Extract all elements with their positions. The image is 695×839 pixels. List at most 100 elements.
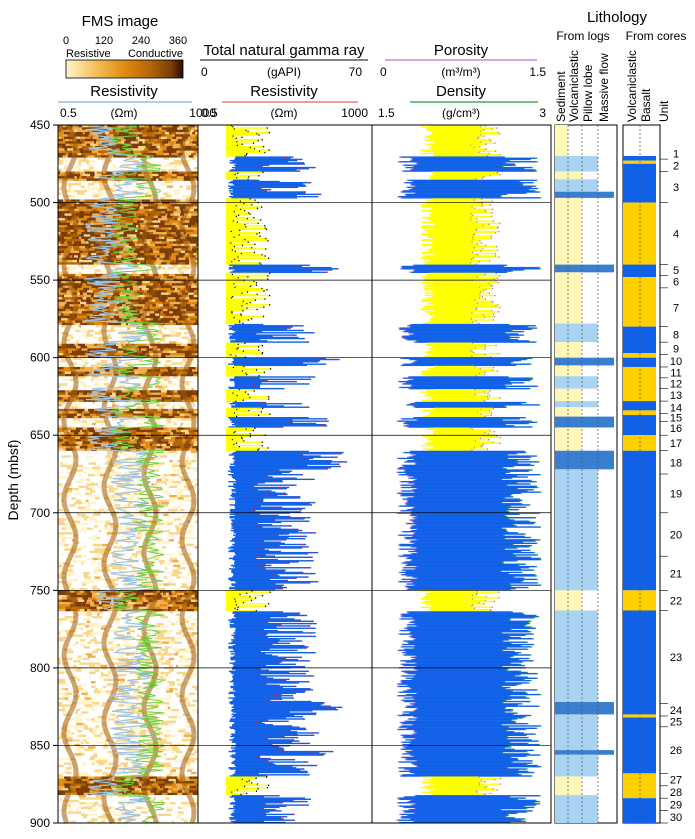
fms-pixel <box>151 327 159 331</box>
fms-pixel <box>171 187 180 191</box>
fms-pixel <box>115 359 121 363</box>
fms-pixel <box>136 494 143 498</box>
fms-pixel <box>188 320 196 324</box>
fms-pixel <box>163 413 169 417</box>
fms-pixel <box>74 280 81 284</box>
fms-pixel <box>66 301 73 305</box>
fms-pixel <box>61 318 68 321</box>
fms-pixel <box>86 178 92 182</box>
fms-pixel <box>110 446 114 449</box>
fms-pixel <box>152 173 159 177</box>
fms-pixel <box>92 460 97 463</box>
fms-pixel <box>61 297 70 300</box>
fms-pixel <box>94 171 97 175</box>
fms-pixel <box>195 376 198 380</box>
fms-pixel <box>155 299 160 303</box>
fms-pixel <box>170 520 176 524</box>
fms-pixel <box>96 385 101 389</box>
fms-pixel <box>107 327 111 331</box>
fms-pixel <box>183 297 190 300</box>
fms-pixel <box>92 218 96 221</box>
fms-pixel <box>97 201 105 205</box>
fms-pixel <box>61 404 69 408</box>
fms-pixel <box>94 248 99 252</box>
fms-pixel <box>75 131 83 135</box>
fms-pixel <box>113 180 118 184</box>
fms-pixel <box>144 141 148 145</box>
fms-pixel <box>192 245 198 249</box>
fms-pixel <box>188 422 194 426</box>
fms-pixel <box>99 422 106 426</box>
fms-pixel <box>63 515 69 519</box>
fms-pixel <box>184 145 192 149</box>
fms-pixel <box>73 271 79 275</box>
fms-pixel <box>183 218 190 221</box>
fms-pixel <box>95 429 98 433</box>
fms-pixel <box>108 322 114 326</box>
fms-pixel <box>195 299 198 303</box>
fms-pixel <box>60 383 68 387</box>
fms-pixel <box>190 136 193 140</box>
fms-pixel <box>167 297 176 300</box>
fms-pixel <box>120 504 124 508</box>
fms-pixel <box>79 336 86 340</box>
fms-pixel <box>107 257 112 261</box>
fms-pixel <box>153 448 161 452</box>
fms-pixel <box>133 341 142 345</box>
fms-pixel <box>75 127 83 131</box>
fms-pixel <box>58 159 63 163</box>
fms-pixel <box>86 334 90 338</box>
fms-pixel <box>92 227 95 231</box>
fms-pixel <box>146 348 154 352</box>
fms-pixel <box>161 225 166 228</box>
fms-pixel <box>166 162 170 166</box>
fms-pixel <box>165 225 173 228</box>
fms-pixel <box>103 376 108 380</box>
fms-pixel <box>76 464 84 468</box>
fms-pixel <box>70 399 77 403</box>
fms-pixel <box>185 252 191 256</box>
fms-pixel <box>171 248 175 252</box>
fms-pixel <box>66 355 74 359</box>
fms-pixel <box>137 178 146 182</box>
fms-pixel <box>72 255 75 259</box>
fms-pixel <box>160 159 163 163</box>
fms-pixel <box>156 185 163 189</box>
fms-pixel <box>67 373 70 377</box>
fms-pixel <box>188 322 194 326</box>
fms-pixel <box>170 262 176 266</box>
fms-pixel <box>138 204 141 207</box>
fms-pixel <box>90 169 98 173</box>
fms-pixel <box>114 197 118 200</box>
fms-pixel <box>196 460 198 463</box>
fms-pixel <box>144 138 150 142</box>
fms-pixel <box>118 269 124 273</box>
fms-pixel <box>61 471 67 475</box>
fms-pixel <box>61 322 67 326</box>
fms-pixel <box>84 166 90 170</box>
fms-pixel <box>93 341 97 345</box>
fms-pixel <box>133 492 138 496</box>
fms-pixel <box>81 476 89 480</box>
fms-pixel <box>140 515 146 519</box>
fms-pixel <box>97 152 101 156</box>
fms-pixel <box>71 327 77 331</box>
fms-pixel <box>65 262 70 266</box>
fms-pixel <box>62 125 66 128</box>
fms-pixel <box>67 276 74 280</box>
fms-pixel <box>91 187 100 191</box>
fms-pixel <box>99 187 107 191</box>
fms-pixel <box>116 255 122 259</box>
fms-pixel <box>89 148 96 152</box>
fms-pixel <box>89 145 93 149</box>
fms-pixel <box>102 460 108 463</box>
fms-pixel <box>119 334 128 338</box>
fms-pixel <box>164 343 172 347</box>
fms-pixel <box>112 339 120 342</box>
fms-pixel <box>60 232 68 235</box>
fms-pixel <box>109 457 112 461</box>
fms-pixel <box>123 406 128 410</box>
fms-pixel <box>65 259 73 263</box>
fms-pixel <box>81 513 86 517</box>
log-col-volcaniclastic: Volcaniclastic <box>567 50 581 122</box>
